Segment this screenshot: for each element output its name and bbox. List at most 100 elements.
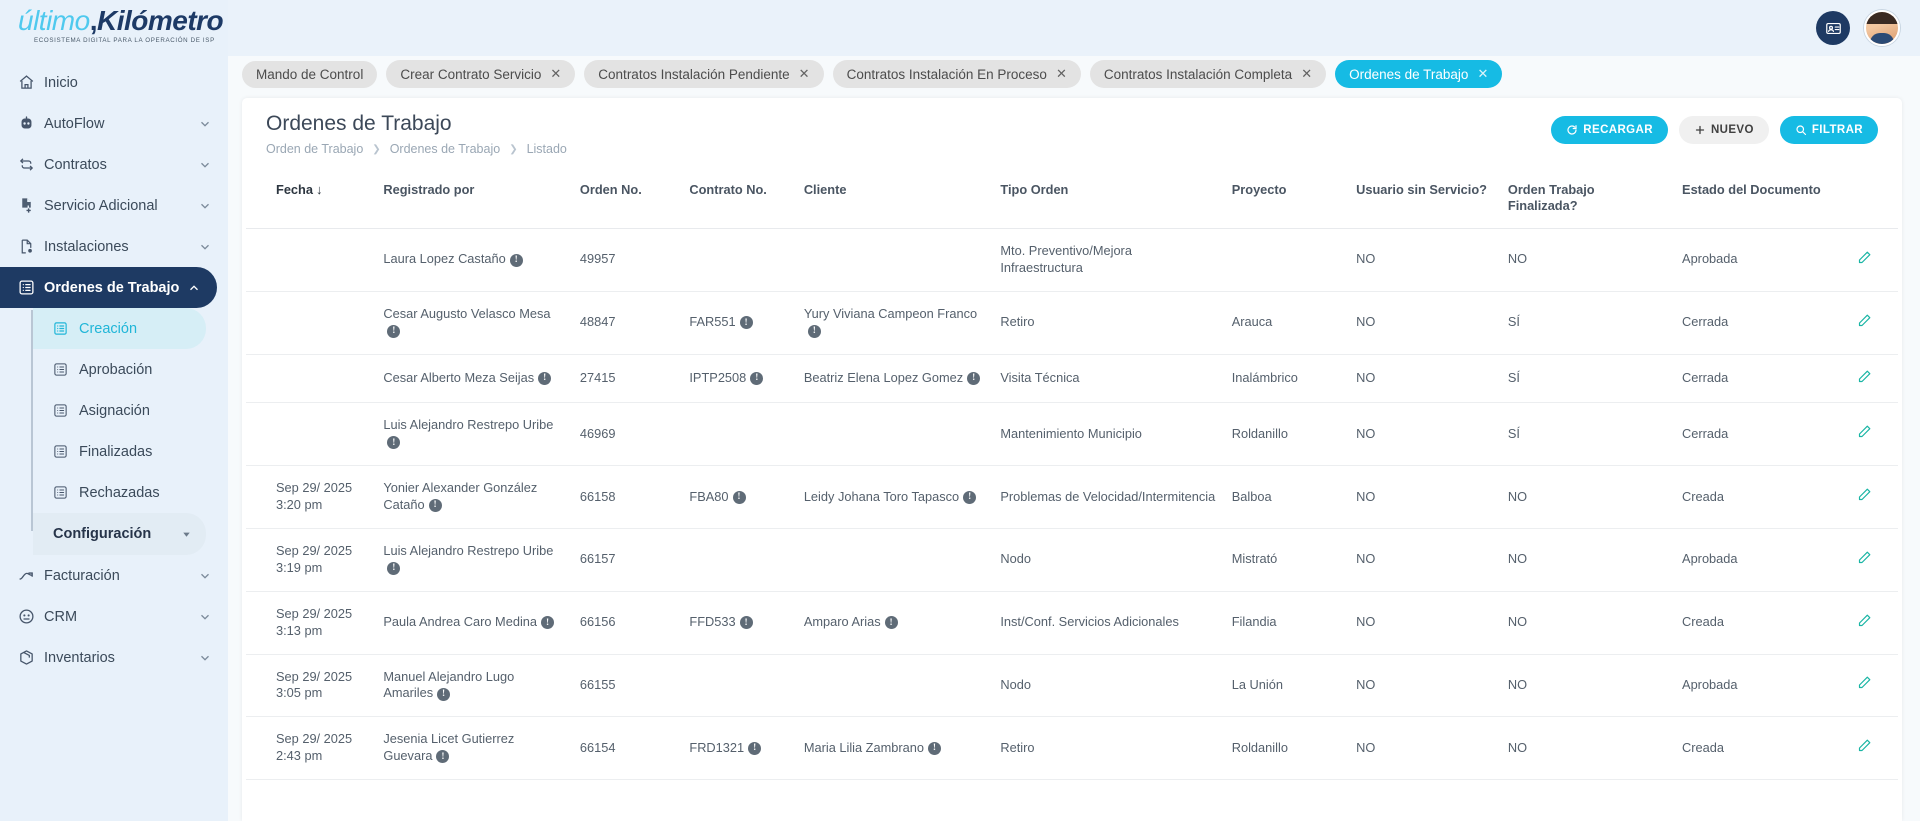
tab-contratos-instalacion-completa[interactable]: Contratos Instalación Completa ✕	[1089, 60, 1327, 88]
sidebar-item-configuracion[interactable]: Configuración	[33, 513, 206, 555]
sidebar-item-aprobacion[interactable]: Aprobación	[33, 349, 228, 390]
info-icon[interactable]: !	[967, 372, 981, 386]
table-row[interactable]: Sep 29/ 2025 2:43 pm Jesenia Licet Gutier…	[246, 716, 1898, 781]
search-icon	[1796, 125, 1806, 136]
table-row[interactable]: Sep 29/ 2025 3:20 pm Yonier Alexander Gon…	[246, 465, 1898, 529]
column-header-orden-no[interactable]: Orden No.	[571, 166, 682, 229]
table-row[interactable]: Cesar Alberto Meza Seijas! 27415 IPTP2508!…	[246, 354, 1898, 404]
info-icon[interactable]: !	[509, 253, 523, 267]
table-container[interactable]: Fecha ↓ Registrado por Orden No. Contrato…	[242, 166, 1902, 821]
edit-icon[interactable]	[1857, 738, 1872, 758]
close-icon[interactable]: ✕	[798, 66, 810, 81]
caret-down-icon[interactable]	[181, 529, 192, 540]
chevron-down-icon[interactable]	[198, 610, 212, 624]
cell-tipo-orden: Mto. Preventivo/Mejora Infraestructura	[992, 228, 1224, 292]
table-row[interactable]: Cesar Augusto Velasco Mesa! 48847 FAR551! Y…	[246, 291, 1898, 355]
close-icon[interactable]: ✕	[1301, 66, 1313, 81]
info-icon[interactable]: !	[428, 499, 442, 513]
cell-tipo-orden: Problemas de Velocidad/Intermitencia	[992, 465, 1224, 529]
chevron-down-icon[interactable]	[198, 651, 212, 665]
table-row[interactable]: Luis Alejandro Restrepo Uribe! 46969 Mante…	[246, 402, 1898, 467]
column-header-registrado-por[interactable]: Registrado por	[375, 166, 572, 229]
tab-crear-contrato-servicio[interactable]: Crear Contrato Servicio ✕	[386, 60, 576, 88]
cell-proyecto	[1223, 228, 1349, 292]
cell-usuario-sin-servicio: NO	[1348, 591, 1500, 655]
tab-label: Contratos Instalación Pendiente	[598, 66, 790, 82]
close-icon[interactable]: ✕	[550, 66, 562, 81]
edit-icon[interactable]	[1857, 250, 1872, 270]
sidebar-item-rechazadas[interactable]: Rechazadas	[33, 472, 228, 513]
table-row[interactable]: Sep 29/ 2025 3:05 pm Manuel Alejandro Lug…	[246, 654, 1898, 718]
column-header-estado-del-documento[interactable]: Estado del Documento	[1674, 166, 1839, 229]
column-header-fecha[interactable]: Fecha ↓	[246, 166, 376, 229]
tab-mando-de-control[interactable]: Mando de Control	[242, 60, 378, 88]
info-icon[interactable]: !	[538, 372, 552, 386]
info-icon[interactable]: !	[807, 324, 821, 338]
tab-ordenes-de-trabajo[interactable]: Ordenes de Trabajo ✕	[1335, 60, 1503, 88]
column-header-contrato-no[interactable]: Contrato No.	[681, 166, 796, 229]
sidebar-item-autoflow[interactable]: AutoFlow	[0, 103, 228, 144]
cell-proyecto: Arauca	[1223, 291, 1349, 355]
filtrar-button[interactable]: FILTRAR	[1779, 116, 1878, 144]
sidebar-item-ordenes-de-trabajo[interactable]: Ordenes de Trabajo	[0, 267, 217, 308]
tab-contratos-instalacion-en-proceso[interactable]: Contratos Instalación En Proceso ✕	[832, 60, 1081, 88]
brand-logo[interactable]: último,Kilómetro ECOSISTEMA DIGITAL PARA…	[0, 0, 252, 56]
info-icon[interactable]: !	[963, 490, 977, 504]
edit-icon[interactable]	[1857, 675, 1872, 695]
info-icon[interactable]: !	[541, 616, 555, 630]
info-icon[interactable]: !	[739, 316, 753, 330]
info-icon[interactable]: !	[387, 562, 401, 575]
table-row[interactable]: Sep 29/ 2025 3:19 pm Luis Alejandro Restr…	[246, 528, 1898, 592]
chevron-down-icon[interactable]	[198, 158, 212, 172]
info-icon[interactable]: !	[732, 490, 746, 504]
close-icon[interactable]: ✕	[1477, 66, 1489, 81]
column-header-usuario-sin-servicio[interactable]: Usuario sin Servicio?	[1348, 166, 1500, 229]
chevron-down-icon[interactable]	[198, 569, 212, 583]
info-icon[interactable]: !	[884, 616, 898, 630]
chevron-down-icon[interactable]	[198, 199, 212, 213]
cell-contrato-no: FRD1321!	[681, 716, 796, 781]
chevron-down-icon[interactable]	[198, 117, 212, 131]
sidebar-item-contratos[interactable]: Contratos	[0, 144, 228, 185]
info-icon[interactable]: !	[928, 741, 942, 755]
info-icon[interactable]: !	[436, 750, 450, 764]
column-header-cliente[interactable]: Cliente	[795, 166, 993, 229]
column-header-proyecto[interactable]: Proyecto	[1223, 166, 1349, 229]
info-icon[interactable]: !	[748, 741, 762, 755]
edit-icon[interactable]	[1857, 313, 1872, 333]
sidebar-item-facturacion[interactable]: Facturación	[0, 555, 228, 596]
edit-icon[interactable]	[1857, 369, 1872, 389]
info-icon[interactable]: !	[387, 324, 401, 338]
column-header-orden-trabajo-finalizada[interactable]: Orden Trabajo Finalizada?	[1499, 166, 1675, 229]
chevron-up-icon[interactable]	[187, 281, 201, 295]
sidebar-item-creacion[interactable]: Creación	[33, 308, 206, 349]
breadcrumb-item[interactable]: Orden de Trabajo	[266, 142, 364, 156]
tab-contratos-instalacion-pendiente[interactable]: Contratos Instalación Pendiente ✕	[584, 60, 824, 88]
info-icon[interactable]: !	[437, 687, 451, 701]
table-row[interactable]: Sep 29/ 2025 3:13 pm Paula Andrea Caro Me…	[246, 591, 1898, 655]
info-icon[interactable]: !	[387, 436, 401, 450]
close-icon[interactable]: ✕	[1055, 66, 1067, 81]
sidebar-item-instalaciones[interactable]: Instalaciones	[0, 226, 228, 267]
recargar-button[interactable]: RECARGAR	[1551, 116, 1668, 144]
info-icon[interactable]: !	[750, 372, 764, 386]
sidebar-item-finalizadas[interactable]: Finalizadas	[33, 431, 228, 472]
edit-icon[interactable]	[1857, 550, 1872, 570]
avatar[interactable]	[1864, 10, 1900, 46]
edit-icon[interactable]	[1857, 487, 1872, 507]
chevron-down-icon[interactable]	[198, 240, 212, 254]
sidebar-item-servicio-adicional[interactable]: Servicio Adicional	[0, 185, 228, 226]
edit-icon[interactable]	[1857, 613, 1872, 633]
breadcrumb-item[interactable]: Ordenes de Trabajo	[389, 142, 501, 156]
nuevo-button[interactable]: NUEVO	[1678, 116, 1769, 144]
column-header-tipo-orden[interactable]: Tipo Orden	[992, 166, 1224, 229]
sidebar-item-asignacion[interactable]: Asignación	[33, 390, 228, 431]
sidebar-item-inventarios[interactable]: Inventarios	[0, 637, 228, 678]
sidebar-item-inicio[interactable]: Inicio	[0, 62, 228, 103]
table-row[interactable]: Laura Lopez Castaño! 49957 Mto. Preventivo…	[246, 228, 1898, 292]
sidebar-item-crm[interactable]: CRM	[0, 596, 228, 637]
edit-icon[interactable]	[1857, 424, 1872, 444]
id-card-icon[interactable]	[1816, 11, 1850, 45]
info-icon[interactable]: !	[739, 616, 753, 630]
cell-registrado-por: Luis Alejandro Restrepo Uribe!	[375, 528, 572, 592]
